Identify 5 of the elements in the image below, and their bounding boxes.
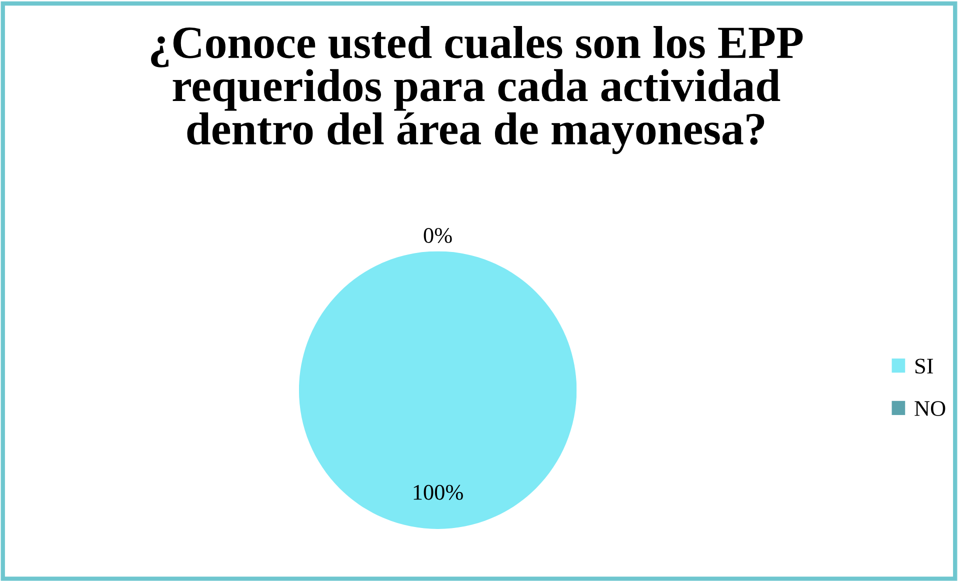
text: 0% xyxy=(424,228,452,244)
data-label: 100% xyxy=(414,484,463,500)
legend-label: NO xyxy=(914,401,946,416)
legend-label: SI xyxy=(915,358,933,374)
chart-title: ¿Conoce usted cuales son los EPP requeridos para cada actividad dentro del área de mayonesa? xyxy=(151,26,803,154)
